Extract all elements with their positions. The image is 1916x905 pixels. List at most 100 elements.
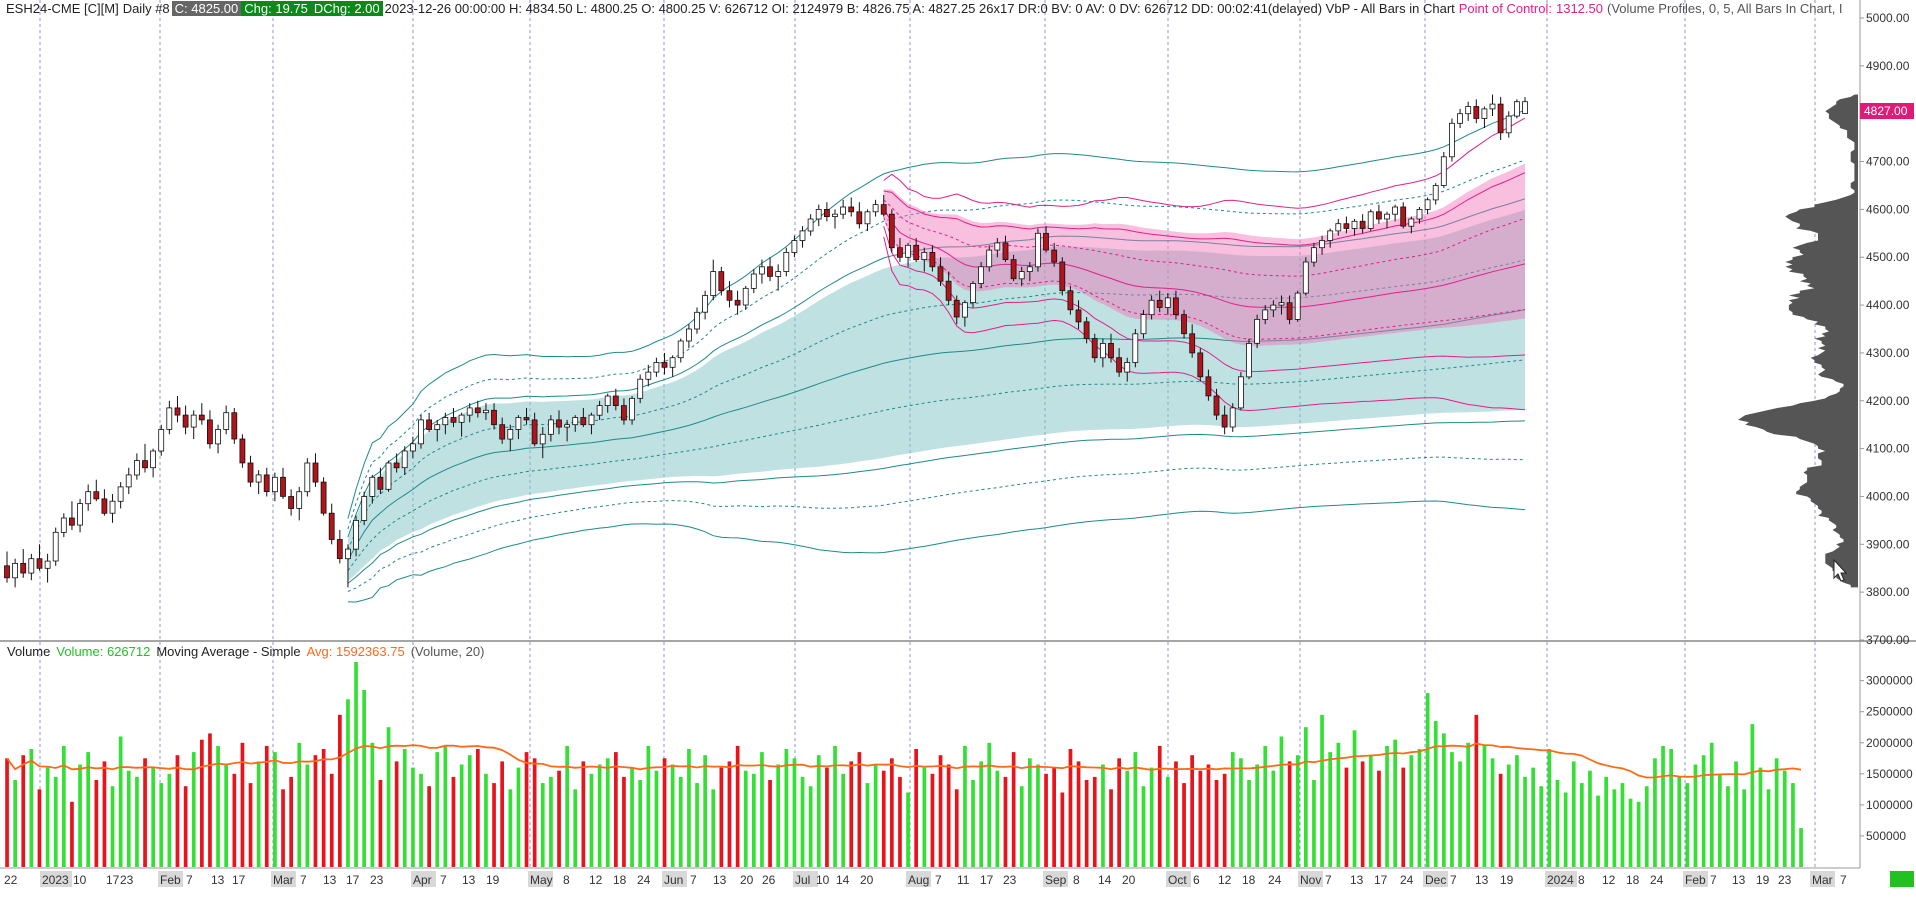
symbol-label[interactable]: ESH24-CME [C][M] bbox=[6, 1, 119, 16]
candle-body bbox=[1010, 259, 1017, 280]
candle-body bbox=[1246, 342, 1252, 378]
volume-bar bbox=[743, 770, 748, 867]
change-box: Chg: 19.75 bbox=[241, 1, 311, 16]
candle bbox=[1156, 290, 1163, 313]
date-axis-labels: 22 2023 10 17 23 Feb 7 13 17 Mar 7 13 17 23 Apr 7 13 19 Ma… bbox=[4, 871, 1847, 887]
candle-body bbox=[750, 273, 757, 289]
volume-bar bbox=[1084, 780, 1089, 867]
volume-bar bbox=[1401, 767, 1406, 867]
teal-band-line bbox=[347, 109, 1526, 519]
candle bbox=[442, 412, 449, 435]
ma-title[interactable]: Moving Average - Simple bbox=[156, 644, 301, 659]
volume-bar bbox=[890, 758, 894, 867]
candle-body bbox=[1294, 292, 1301, 320]
candle bbox=[1238, 372, 1244, 411]
date-axis-label: 10 bbox=[816, 873, 830, 887]
volume-bar bbox=[727, 761, 732, 867]
candle bbox=[564, 419, 570, 442]
volume-bar bbox=[1596, 795, 1600, 867]
candle-body bbox=[1262, 309, 1269, 320]
date-axis-label: 2024 bbox=[1547, 873, 1574, 887]
candle bbox=[344, 544, 351, 588]
candle bbox=[596, 400, 603, 420]
candle bbox=[1384, 211, 1390, 229]
volume-bar bbox=[1750, 724, 1755, 867]
candle-body bbox=[807, 218, 814, 232]
date-label-highlight bbox=[793, 871, 818, 887]
volume-bar bbox=[175, 755, 180, 867]
date-axis-label: 19 bbox=[1756, 873, 1770, 887]
volume-bar bbox=[670, 764, 675, 867]
candle-body bbox=[1302, 261, 1309, 294]
volume-bar bbox=[638, 780, 642, 867]
candle bbox=[271, 472, 278, 502]
candle bbox=[1392, 204, 1398, 222]
date-axis-label: 13 bbox=[323, 873, 337, 887]
date-axis-label: Jun bbox=[664, 873, 683, 887]
candle-body bbox=[1319, 240, 1325, 249]
date-axis-label: 13 bbox=[1350, 873, 1364, 887]
candle bbox=[1246, 338, 1252, 380]
volume-bar bbox=[1498, 773, 1503, 867]
candle bbox=[1440, 151, 1447, 188]
candle-body bbox=[929, 251, 936, 268]
candle bbox=[1286, 295, 1293, 325]
volume-bar bbox=[216, 745, 220, 867]
candle bbox=[60, 513, 67, 538]
price-axis-label: 3800.00 bbox=[1866, 585, 1910, 599]
volume-bar bbox=[792, 758, 797, 867]
candle-body bbox=[312, 462, 319, 483]
price-candles bbox=[4, 94, 1528, 588]
volume-bar bbox=[516, 767, 521, 867]
candle-body bbox=[69, 517, 75, 526]
volume-bar bbox=[1531, 767, 1535, 867]
date-label-highlight bbox=[662, 871, 687, 887]
candle bbox=[418, 415, 424, 449]
candle-body bbox=[1343, 223, 1350, 229]
date-axis-label: 17 bbox=[980, 873, 994, 887]
candle bbox=[1026, 262, 1033, 282]
volume-bar bbox=[70, 801, 74, 867]
candle-body bbox=[255, 474, 262, 483]
volume-bar bbox=[1742, 789, 1746, 867]
volume-bar bbox=[1782, 770, 1787, 867]
candle bbox=[458, 412, 465, 437]
candle-body bbox=[1148, 299, 1155, 316]
candle bbox=[767, 257, 773, 282]
date-axis-label: Apr bbox=[413, 873, 432, 887]
candle bbox=[1108, 333, 1114, 363]
date-axis-label: Aug bbox=[908, 873, 929, 887]
candle bbox=[1075, 300, 1082, 329]
candle bbox=[174, 395, 181, 423]
volume-title[interactable]: Volume bbox=[7, 644, 51, 659]
volume-bar bbox=[963, 745, 967, 867]
candle-body bbox=[921, 251, 928, 260]
volume-bar bbox=[1271, 770, 1276, 867]
volume-bar bbox=[1092, 776, 1097, 867]
bar-details: 2023-12-26 00:00:00 H: 4834.50 L: 4800.2… bbox=[384, 1, 1455, 16]
volume-bar bbox=[605, 758, 610, 867]
candle bbox=[491, 403, 497, 430]
candle-body bbox=[4, 565, 10, 579]
volume-bar bbox=[849, 761, 854, 867]
date-axis-label: 13 bbox=[1732, 873, 1746, 887]
volume-bar bbox=[37, 789, 42, 867]
volume-bar bbox=[1726, 786, 1730, 867]
candle bbox=[669, 355, 676, 377]
candle bbox=[986, 245, 993, 272]
teal-band-line bbox=[347, 456, 1526, 592]
profile-study-label[interactable]: (Volume Profiles, 0, 5, All Bars In Char… bbox=[1606, 1, 1843, 16]
date-axis-corner-indicator[interactable] bbox=[1890, 871, 1914, 887]
candle-body bbox=[1124, 362, 1131, 373]
candle-body bbox=[556, 419, 562, 428]
candle bbox=[239, 434, 246, 468]
candle-body bbox=[1229, 407, 1236, 428]
candle bbox=[588, 412, 595, 435]
candle-body bbox=[1189, 333, 1196, 354]
volume-bar bbox=[118, 736, 123, 867]
timeframe-label[interactable]: Daily #8 bbox=[122, 1, 170, 16]
candle-body bbox=[978, 266, 984, 284]
candle bbox=[499, 417, 506, 444]
